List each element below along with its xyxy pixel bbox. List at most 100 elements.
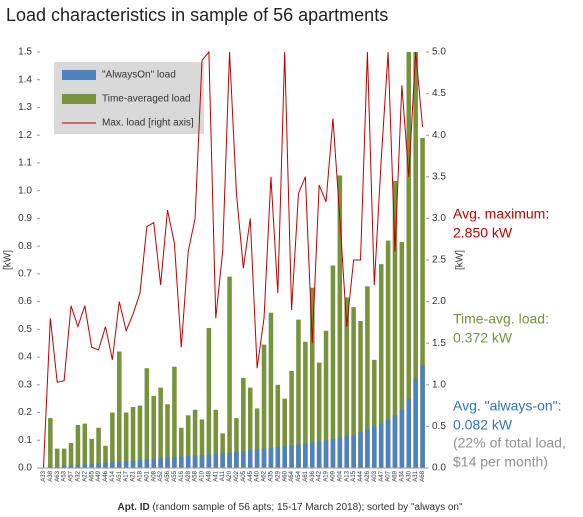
bar [89,438,94,468]
bar [316,441,322,468]
bar [130,406,136,468]
bar [282,398,287,468]
bar [96,427,101,468]
bar [282,446,287,468]
bar [406,398,412,468]
bar [48,418,53,468]
y2-tick-label: 0.0 [432,463,446,474]
bar [268,312,274,468]
y2-tick-label: 3.0 [432,213,446,224]
bar [337,175,343,468]
bar [185,415,191,468]
bar [344,297,350,468]
x-tick-label: A29 [275,470,281,481]
x-tick-label: A53 [62,470,68,481]
bar [316,362,322,468]
bar [165,457,170,468]
bar [165,404,170,468]
x-tick-label: A19 [324,470,330,481]
plot-area [42,50,425,469]
x-tick-label: A65 [89,470,95,481]
bar [261,344,267,468]
bar [199,454,205,468]
bar [309,287,315,468]
x-tick-label: A22 [82,470,88,481]
bar [254,408,260,468]
chart-title: Load characteristics in sample of 56 apa… [6,5,388,25]
bar [385,240,391,468]
legend-label: Max. load [right axis] [102,118,194,129]
bar [358,321,363,468]
y-tick-label: 1.4 [18,74,32,85]
x-tick-label: A16 [179,470,185,481]
x-tick-label: A41 [213,470,219,481]
y2-tick-label: 4.0 [432,130,446,141]
x-tick-label: A52 [158,470,164,481]
x-tick-label: A18 [138,470,144,481]
y-tick-label: 1.5 [18,47,32,58]
bar [185,456,191,468]
x-tick-label: A08 [151,470,157,481]
bar [158,387,163,468]
max-load-line [42,50,424,469]
bar [344,436,350,468]
x-tick-label: A09 [331,470,337,481]
bar [413,52,418,468]
annotation: 0.082 kW [453,417,513,433]
bar [323,330,329,468]
bar [192,455,198,468]
x-tick-label: A31 [413,470,419,481]
x-axis-label-rest: (random sample of 56 apts; 15-17 March 2… [150,502,463,513]
bar [337,437,343,468]
x-tick-label: A40 [255,470,261,481]
bar [261,448,267,468]
bar [130,460,136,468]
bar [413,379,418,468]
x-tick-label: A07 [386,470,392,481]
y-tick-label: 1.3 [18,102,32,113]
bar [96,463,101,468]
y2-tick-label: 1.0 [432,379,446,390]
y-tick-label: 1.2 [18,130,32,141]
legend-label: Time-averaged load [102,94,191,105]
x-tick-label: A30 [406,470,412,481]
y-tick-label: 0.1 [18,435,32,446]
x-tick-label: A03 [372,470,378,481]
y-tick-label: 0.2 [18,407,32,418]
x-tick-label: A63 [55,470,61,481]
bar [61,466,67,468]
bar [82,464,88,468]
x-tick-label: A60 [282,470,288,481]
x-tick-label: A64 [289,470,295,481]
x-tick-label: A49 [96,470,102,481]
y2-axis-label: [kW] [455,250,466,270]
bar [172,366,177,468]
bar [303,341,308,468]
bar [75,464,81,468]
annotation: Time-avg. load: [453,311,549,327]
bar [82,423,88,468]
bar [227,452,232,468]
bar [420,365,425,468]
x-tick-label: A13 [344,470,350,481]
bar [192,409,198,468]
bar [275,446,281,468]
bar [151,395,157,468]
x-tick-label: A35 [268,470,274,481]
annotation: $14 per month) [453,454,548,470]
y-axis-label: [kW] [3,250,14,270]
bar [137,459,143,468]
y-tick-label: 0.0 [18,463,32,474]
x-tick-label: A51 [117,470,123,481]
bar [179,427,184,468]
y-tick-label: 1.1 [18,158,32,169]
x-tick-label: A04 [337,470,343,481]
bar [103,462,108,468]
x-tick-label: A62 [262,470,268,481]
bar [323,440,329,468]
bar [144,459,150,468]
bar [406,52,412,468]
y-tick-label: 0.9 [18,213,32,224]
legend-swatch [62,70,96,80]
y2-tick-label: 4.5 [432,88,446,99]
